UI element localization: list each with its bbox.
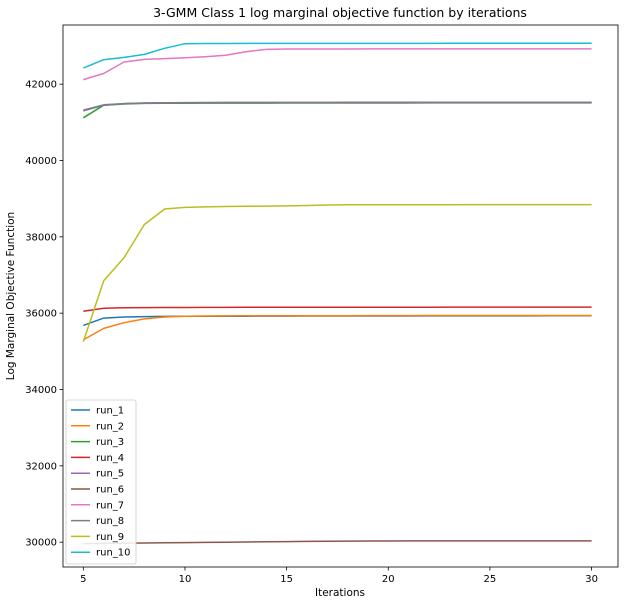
y-axis-label: Log Marginal Objective Function xyxy=(5,212,17,380)
series-line-run_3 xyxy=(82,102,592,119)
x-tick-label: 10 xyxy=(179,574,192,585)
legend-label: run_1 xyxy=(96,406,124,417)
legend-label: run_4 xyxy=(96,453,124,464)
y-tick-label: 42000 xyxy=(25,80,57,91)
series-line-run_2 xyxy=(82,314,592,341)
legend-label: run_8 xyxy=(96,516,124,527)
x-tick-label: 15 xyxy=(280,574,293,585)
x-tick-label: 5 xyxy=(80,574,86,585)
series-lines xyxy=(82,42,592,545)
series-line-run_9 xyxy=(82,203,592,343)
legend-label: run_3 xyxy=(96,437,124,448)
x-axis-label: Iterations xyxy=(315,587,365,599)
legend-label: run_7 xyxy=(96,500,124,511)
legend-label: run_10 xyxy=(96,548,131,559)
series-line-run_8 xyxy=(83,101,592,111)
y-tick-label: 34000 xyxy=(25,385,57,396)
y-tick-label: 32000 xyxy=(25,461,57,472)
x-tick-label: 30 xyxy=(585,574,598,585)
series-line-run_10 xyxy=(83,42,592,69)
y-tick-label: 38000 xyxy=(25,232,57,243)
plot-frame xyxy=(62,24,619,568)
series-line-run_7 xyxy=(83,48,592,81)
y-tick-label: 30000 xyxy=(25,538,57,549)
x-tick-label: 20 xyxy=(382,574,395,585)
chart-title: 3-GMM Class 1 log marginal objective fun… xyxy=(153,5,527,20)
legend-label: run_5 xyxy=(96,469,124,480)
series-line-run_4 xyxy=(83,306,592,313)
series-line-run_6 xyxy=(83,540,592,545)
legend: run_1 run_2 run_3 run_4 run_5 run_6 run_7 run_8… xyxy=(65,399,137,565)
legend-label: run_6 xyxy=(96,485,124,496)
legend-label: run_9 xyxy=(96,532,124,543)
y-tick-label: 40000 xyxy=(25,156,57,167)
legend-label: run_2 xyxy=(96,421,124,432)
axis-ticks: 5 10 15 20 25 30 30000 32000 34000 36000 38000 4000… xyxy=(25,80,598,585)
x-tick-label: 25 xyxy=(484,574,497,585)
y-tick-label: 36000 xyxy=(25,309,57,320)
